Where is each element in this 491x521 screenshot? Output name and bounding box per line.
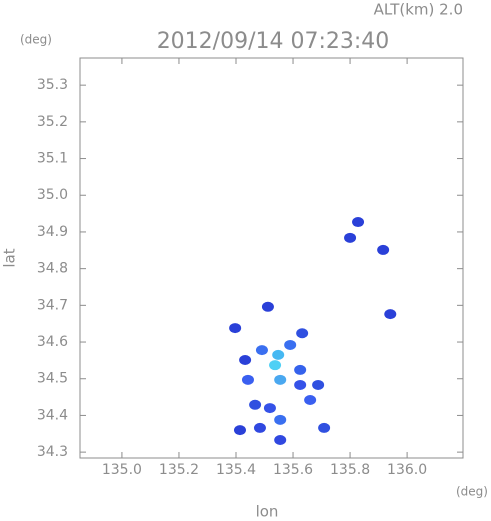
- y-tick-label: 35.2: [37, 114, 68, 130]
- x-tick-label: 135.8: [330, 462, 370, 478]
- y-tick-label: 34.5: [37, 371, 68, 387]
- echo: [269, 360, 282, 371]
- y-tick-label: 34.6: [37, 334, 68, 350]
- y-tick-label: 34.4: [37, 407, 68, 423]
- echo: [344, 232, 357, 243]
- echo: [274, 435, 287, 446]
- y-tick-label: 34.7: [37, 297, 68, 313]
- x-unit: (deg): [456, 485, 488, 499]
- echo: [272, 349, 285, 360]
- x-axis-label: lon: [256, 503, 279, 521]
- y-tick-label: 34.9: [37, 224, 68, 240]
- x-tick-label: 135.6: [273, 462, 313, 478]
- echo: [229, 323, 242, 334]
- echo: [284, 339, 297, 350]
- echo: [296, 328, 309, 339]
- echo: [274, 414, 287, 425]
- y-axis-label: lat: [1, 248, 19, 267]
- echo: [294, 379, 307, 390]
- y-unit: (deg): [20, 33, 52, 47]
- echo: [253, 422, 266, 433]
- y-tick-label: 35.1: [37, 151, 68, 167]
- echo: [294, 364, 307, 375]
- echo: [233, 425, 246, 436]
- y-tick-label: 35.3: [37, 77, 68, 93]
- y-tick-label: 34.3: [37, 444, 68, 460]
- echo: [274, 374, 287, 385]
- echo: [241, 374, 254, 385]
- y-tick-label: 34.8: [37, 261, 68, 277]
- echo: [239, 355, 252, 366]
- x-tick-label: 136.0: [387, 462, 427, 478]
- echo: [304, 395, 317, 406]
- echo: [377, 244, 390, 255]
- chart-title: 2012/09/14 07:23:40: [157, 29, 390, 54]
- plot-frame: [79, 57, 464, 459]
- echo: [263, 403, 276, 414]
- echo: [261, 301, 274, 312]
- echo: [312, 379, 325, 390]
- y-tick-label: 35.0: [37, 187, 68, 203]
- x-tick-label: 135.0: [102, 462, 142, 478]
- altitude-label: ALT(km) 2.0: [374, 1, 463, 19]
- echo: [384, 309, 397, 320]
- echo: [318, 422, 331, 433]
- echo: [352, 217, 365, 228]
- echo: [255, 345, 268, 356]
- echo: [249, 399, 262, 410]
- x-tick-label: 135.2: [159, 462, 199, 478]
- x-tick-label: 135.4: [216, 462, 256, 478]
